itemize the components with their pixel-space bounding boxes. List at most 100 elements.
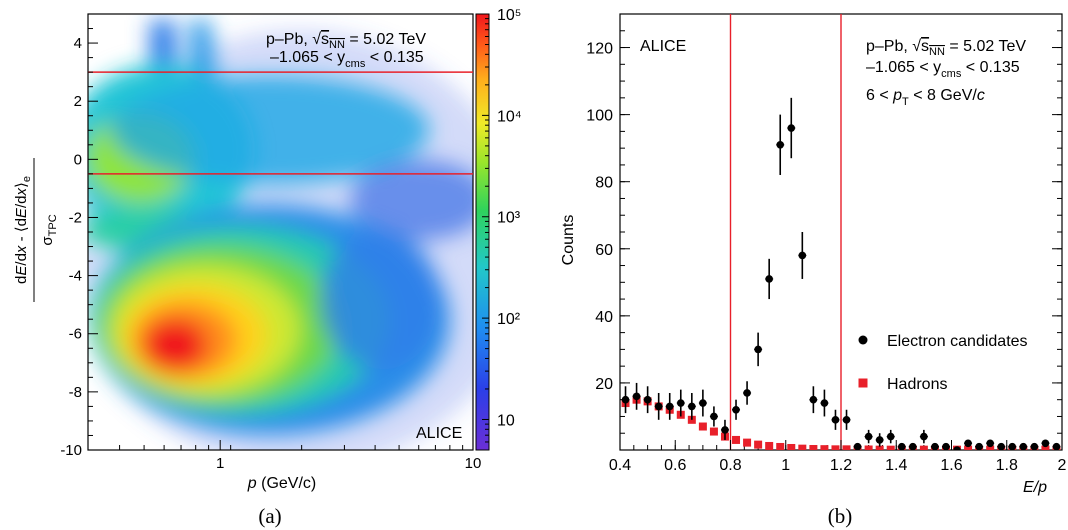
y-tick-label-b: 120 xyxy=(586,41,613,58)
electron-point xyxy=(875,436,884,444)
y-tick-label-b: 40 xyxy=(595,309,613,326)
electron-point xyxy=(699,399,707,407)
electron-point xyxy=(632,392,641,401)
hadron-point xyxy=(698,422,707,431)
electron-point xyxy=(931,442,939,450)
x-tick-label-b: 1.4 xyxy=(885,457,907,474)
hadron-point xyxy=(754,440,763,449)
svg-text:σTPC: σTPC xyxy=(39,214,59,245)
panel-label-a: (a) xyxy=(258,504,281,528)
annotation-a-line1: p–Pb, √sNN = 5.02 TeV xyxy=(266,31,426,51)
hadron-point xyxy=(776,442,785,450)
electron-point xyxy=(798,251,807,260)
x-tick-label-b: 1.6 xyxy=(940,457,962,474)
x-tick-label-b: 1.2 xyxy=(830,457,852,474)
data-series-b xyxy=(621,97,1061,450)
electron-point xyxy=(710,412,718,421)
hadron-point xyxy=(732,435,741,444)
electron-point xyxy=(1030,442,1039,450)
colorbar-tick-label: 10³ xyxy=(497,210,521,227)
x-tick-label-b: 0.8 xyxy=(719,457,741,474)
legend: Electron candidates Hadrons xyxy=(858,333,1028,393)
electron-point xyxy=(732,405,740,414)
electron-point xyxy=(1041,439,1050,448)
cut-lines-b xyxy=(729,14,842,450)
electron-point xyxy=(809,395,818,404)
annotation-b-line3: 6 < pT < 8 GeV/c xyxy=(866,87,985,108)
colorbar-tick-label: 10⁵ xyxy=(497,7,521,24)
hadron-point xyxy=(842,445,851,450)
y-tick-label-a: -8 xyxy=(69,384,82,401)
y-axis-title-a: dE/dx - ⟨dE/dx⟩e σTPC xyxy=(13,158,59,302)
electron-point xyxy=(765,275,773,283)
cut-lines-a xyxy=(88,71,473,175)
hadron-point xyxy=(875,445,884,450)
y-tick-label-b: 60 xyxy=(595,242,613,259)
y-tick-label-a: -6 xyxy=(69,326,82,343)
hadron-point xyxy=(919,445,928,450)
y-tick-label-a: 2 xyxy=(74,93,82,110)
electron-point xyxy=(743,389,751,397)
colorbar-ticks: 10 10² 10³ 10⁴ 10⁵ xyxy=(482,7,522,451)
hadron-point xyxy=(864,445,873,450)
hadron-point xyxy=(986,445,995,450)
colorbar-tick-label: 10² xyxy=(497,311,521,328)
x-tick-label-b: 0.4 xyxy=(609,457,631,474)
y-tick-label-a: -2 xyxy=(69,209,82,226)
hadron-point xyxy=(709,427,718,436)
hadron-point xyxy=(798,444,807,450)
y-tick-label-b: 20 xyxy=(595,376,613,393)
electron-point xyxy=(787,124,796,132)
panel-b: 0.4 0.6 0.8 1 1.2 1.4 1.6 1.8 2 20 40 60 80 100 120 AL… xyxy=(560,13,1067,528)
electron-point xyxy=(1008,442,1017,450)
legend-label-hadrons: Hadrons xyxy=(887,376,947,393)
hadron-point xyxy=(787,443,796,450)
y-tick-label-b: 80 xyxy=(595,175,613,192)
electron-point xyxy=(665,402,674,411)
electron-point xyxy=(1019,442,1028,450)
experiment-label-b: ALICE xyxy=(640,38,686,55)
legend-marker-electrons xyxy=(858,335,868,345)
electron-point xyxy=(688,402,696,411)
y-tick-label-a: -4 xyxy=(69,268,82,285)
annotation-b-line1: p–Pb, √sNN = 5.02 TeV xyxy=(866,38,1026,58)
x-tick-label-b: 1 xyxy=(781,457,790,474)
axes-a: -10 -8 -6 -4 -2 0 2 4 1 10 xyxy=(60,13,482,472)
electron-point xyxy=(831,416,840,424)
panel-label-b: (b) xyxy=(828,504,853,528)
electron-point xyxy=(820,399,829,407)
electron-point xyxy=(897,442,906,450)
legend-label-electrons: Electron candidates xyxy=(887,333,1028,350)
electron-point xyxy=(621,395,630,404)
y-tick-label-a: -10 xyxy=(60,442,82,459)
electron-point xyxy=(953,446,961,450)
electron-point xyxy=(1052,442,1061,450)
x-tick-label-a: 10 xyxy=(465,455,482,472)
x-tick-label-b: 2 xyxy=(1058,457,1067,474)
electron-point xyxy=(909,442,917,450)
hadron-point xyxy=(820,445,829,450)
y-tick-label-a: 4 xyxy=(74,35,82,52)
colorbar-tick-label: 10⁴ xyxy=(497,108,522,125)
hadron-point xyxy=(886,445,895,450)
electron-point xyxy=(721,426,729,434)
x-tick-label-a: 1 xyxy=(216,455,224,472)
electron-point xyxy=(754,345,762,354)
electron-point xyxy=(776,141,785,149)
annotation-b-line2: –1.065 < ycms < 0.135 xyxy=(866,59,1020,80)
colorbar-tick-label: 10 xyxy=(497,412,515,429)
x-tick-label-b: 0.6 xyxy=(664,457,686,474)
electron-point xyxy=(676,399,685,407)
axes-b: 0.4 0.6 0.8 1 1.2 1.4 1.6 1.8 2 20 40 60 80 100 120 xyxy=(586,13,1067,474)
hadron-point xyxy=(831,445,840,450)
electron-point xyxy=(997,442,1006,450)
x-tick-label-b: 1.8 xyxy=(996,457,1018,474)
hadron-point xyxy=(809,444,818,450)
hadron-point xyxy=(765,441,774,450)
y-axis-title-b: Counts xyxy=(560,215,577,266)
electron-point xyxy=(964,439,972,448)
electron-point xyxy=(942,442,950,450)
x-axis-title-a: p (GeV/c) xyxy=(247,475,316,492)
